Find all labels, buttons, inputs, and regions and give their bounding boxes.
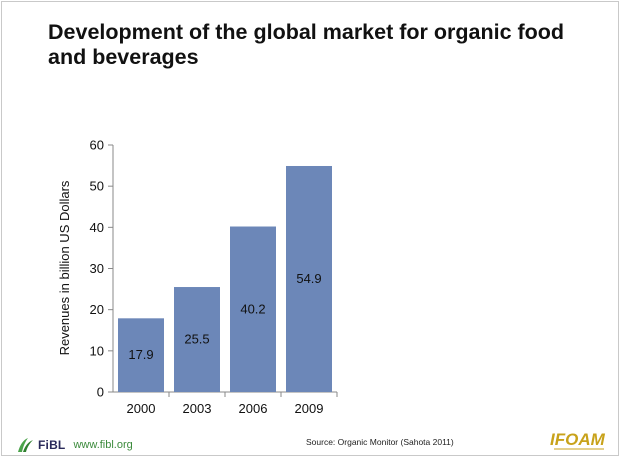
source-note: Source: Organic Monitor (Sahota 2011) [306,437,454,447]
x-tick-label: 2000 [127,401,156,416]
fibl-brand-text: FiBL [38,438,66,452]
fibl-logo: FiBL www.fibl.org [16,437,133,453]
y-tick-label: 0 [97,385,104,400]
y-axis-label: Revenues in billion US Dollars [57,180,72,355]
bar-data-label: 40.2 [240,301,265,316]
y-axis-ticks: 0 10 20 30 40 50 60 [90,138,113,400]
y-tick-label: 30 [90,261,104,276]
slide-title: Development of the global market for org… [48,20,565,69]
bar-data-label: 17.9 [128,347,153,362]
y-tick-label: 60 [90,138,104,153]
x-tick-label: 2003 [183,401,212,416]
y-tick-label: 10 [90,343,104,358]
bar-2000 [118,318,164,392]
y-tick-label: 50 [90,179,104,194]
x-axis-ticks: 2000 2003 2006 2009 [127,392,338,416]
bars: 17.9 25.5 40.2 54.9 [118,165,332,392]
bar-2003 [174,287,220,392]
ifoam-logo-text: IFOAM [550,430,606,449]
bar-data-label: 54.9 [296,271,321,286]
bar-data-label: 25.5 [184,332,209,347]
x-tick-label: 2009 [295,401,324,416]
bar-2006 [230,226,276,392]
x-tick-label: 2006 [239,401,268,416]
y-tick-label: 40 [90,220,104,235]
y-tick-label: 20 [90,302,104,317]
ifoam-logo: IFOAM [550,430,606,450]
fibl-url-link[interactable]: www.fibl.org [73,439,133,451]
bar-2009 [286,165,332,392]
fibl-leaf-icon [18,438,33,452]
